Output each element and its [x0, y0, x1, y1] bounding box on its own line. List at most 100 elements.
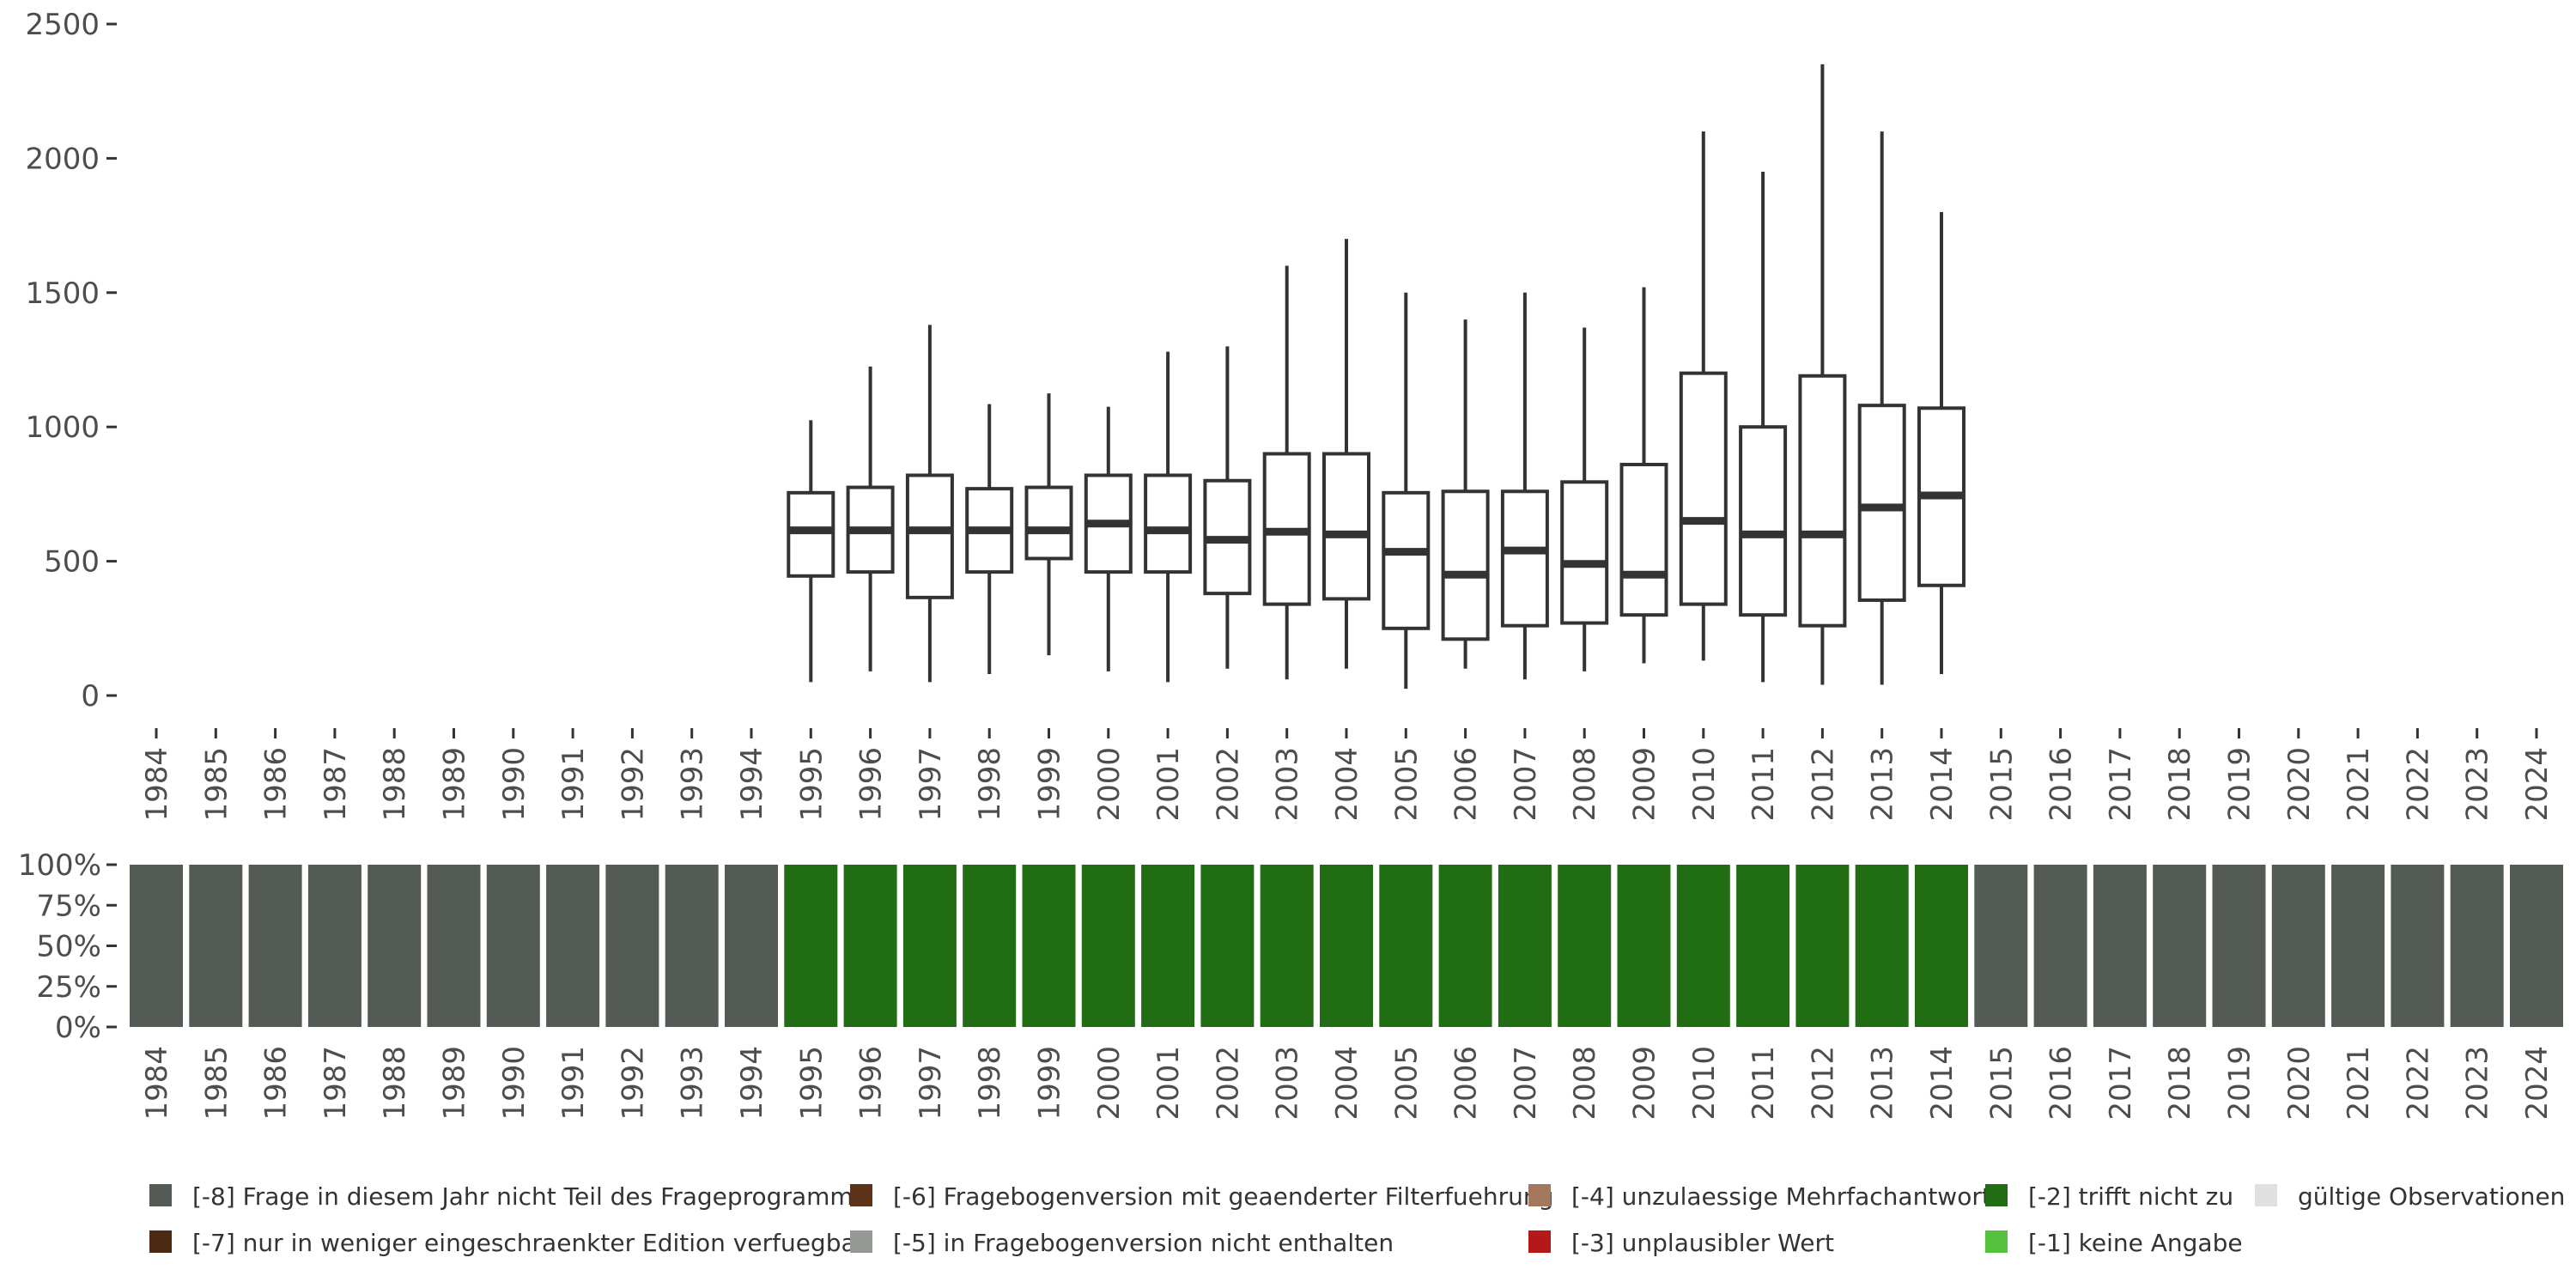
box-iqr: [1441, 489, 1490, 641]
bar-2023: [2450, 865, 2504, 1027]
bar-2012: [1795, 865, 1850, 1027]
x-tick-label: 2007: [1509, 1046, 1543, 1121]
legend-item: [-4] unzulaessige Mehrfachantwort: [1528, 1182, 1991, 1211]
x-tick-label: 2009: [1628, 1046, 1662, 1121]
box-iqr: [905, 473, 954, 599]
x-tick-label: 2005: [1389, 1046, 1424, 1121]
box-iqr: [1679, 371, 1728, 606]
x-tick-label: 1987: [319, 1046, 353, 1121]
bar-2009: [1617, 865, 1671, 1027]
x-tick-label: 1987: [319, 747, 353, 822]
bar-1984: [130, 865, 183, 1027]
bar-1999: [1022, 865, 1076, 1027]
legend-label: gültige Observationen: [2298, 1182, 2565, 1211]
x-tick-label: 2018: [2163, 1046, 2197, 1121]
y-tick-label: 1000: [25, 410, 100, 445]
bar-2015: [1974, 865, 2028, 1027]
legend-item: [-3] unplausibler Wert: [1528, 1229, 1834, 1257]
x-tick-label: 2004: [1330, 1046, 1364, 1121]
y-tick-label: 0: [81, 679, 100, 714]
box-2005: [1382, 292, 1431, 690]
x-tick-label: 1996: [854, 747, 889, 822]
x-tick-label: 2006: [1449, 747, 1484, 822]
bar-1998: [963, 865, 1017, 1027]
box-iqr: [1798, 374, 1847, 628]
box-iqr: [1739, 425, 1788, 617]
x-tick-label: 1998: [973, 747, 1007, 822]
box-2008: [1560, 327, 1609, 671]
x-tick-label: 1995: [794, 747, 829, 822]
bar-2010: [1676, 865, 1730, 1027]
y-tick-label: 25%: [36, 970, 101, 1005]
x-tick-label: 2001: [1151, 1046, 1186, 1121]
bar-1996: [843, 865, 897, 1027]
bar-2006: [1438, 865, 1492, 1027]
x-tick-label: 1996: [854, 1046, 889, 1121]
box-2013: [1857, 131, 1906, 685]
box-iqr: [1857, 404, 1906, 602]
box-1995: [787, 420, 835, 683]
x-tick-label: 1988: [378, 1046, 412, 1121]
x-tick-label: 1997: [914, 747, 948, 822]
x-tick-label: 2003: [1271, 1046, 1305, 1121]
box-1998: [965, 404, 1014, 674]
stacked-bar-panel: 0% 25% 50% 75% 100% 1984 1985 1986 1987 1988 1989 1…: [18, 848, 2563, 1121]
y-tick-label: 1500: [25, 276, 100, 311]
legend-item: gültige Observationen: [2255, 1182, 2565, 1211]
y-tick-label: 2000: [25, 142, 100, 176]
x-tick-label: 2024: [2520, 747, 2555, 822]
bar-2019: [2212, 865, 2266, 1027]
bar-1991: [546, 865, 600, 1027]
x-tick-label: 2018: [2163, 747, 2197, 822]
legend-label: [-8] Frage in diesem Jahr nicht Teil des…: [192, 1182, 866, 1211]
x-tick-label: 1991: [556, 747, 591, 822]
x-tick-label: 2001: [1151, 747, 1186, 822]
bar-1988: [368, 865, 422, 1027]
box-1996: [846, 366, 895, 671]
legend-label: [-6] Fragebogenversion mit geaenderter F…: [893, 1182, 1553, 1211]
bar-2022: [2391, 865, 2445, 1027]
x-tick-label: 2017: [2104, 747, 2138, 822]
x-tick-label: 1989: [438, 747, 472, 822]
box-iqr: [1560, 480, 1609, 625]
x-tick-label: 2016: [2044, 747, 2079, 822]
box-1997: [905, 325, 954, 683]
legend-item: [-1] keine Angabe: [1985, 1229, 2243, 1257]
x-tick-label: 1984: [140, 747, 174, 822]
x-tick-label: 2024: [2520, 1046, 2555, 1121]
legend: [-8] Frage in diesem Jahr nicht Teil des…: [149, 1182, 2565, 1257]
x-tick-label: 2012: [1806, 747, 1840, 822]
x-tick-label: 2000: [1092, 1046, 1127, 1121]
box-2003: [1262, 265, 1311, 680]
legend-item: [-5] in Fragebogenversion nicht enthalte…: [850, 1229, 1394, 1257]
bar-2001: [1141, 865, 1195, 1027]
bar-1995: [784, 865, 838, 1027]
x-tick-label: 1992: [616, 747, 650, 822]
bar-1990: [486, 865, 540, 1027]
box-2010: [1679, 131, 1728, 661]
x-tick-label: 2021: [2342, 1046, 2376, 1121]
bar-1985: [189, 865, 243, 1027]
legend-swatch: [149, 1184, 172, 1206]
bar-2018: [2153, 865, 2207, 1027]
bar-2017: [2093, 865, 2147, 1027]
bar-2002: [1200, 865, 1255, 1027]
legend-swatch: [1985, 1230, 2008, 1253]
x-tick-label: 2013: [1866, 747, 1900, 822]
x-tick-label: 1993: [676, 747, 710, 822]
x-tick-label: 1985: [199, 1046, 234, 1121]
y-tick-label: 50%: [36, 930, 101, 964]
box-2012: [1798, 64, 1847, 685]
x-tick-label: 2010: [1687, 1046, 1722, 1121]
x-tick-label: 1984: [140, 1046, 174, 1121]
bar-2011: [1736, 865, 1790, 1027]
box-2001: [1144, 351, 1193, 683]
box-1999: [1024, 393, 1073, 656]
box-2009: [1619, 287, 1668, 664]
x-tick-label: 2010: [1687, 747, 1722, 822]
x-tick-label: 1986: [259, 1046, 294, 1121]
x-tick-label: 2012: [1806, 1046, 1840, 1121]
box-iqr: [1322, 452, 1370, 601]
legend-label: [-4] unzulaessige Mehrfachantwort: [1571, 1182, 1991, 1211]
